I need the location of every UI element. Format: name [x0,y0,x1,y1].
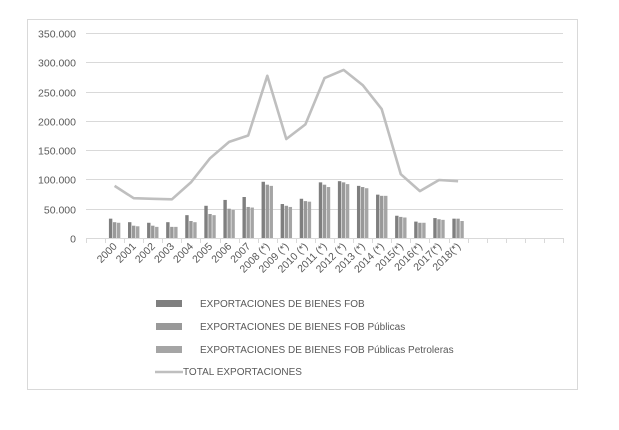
bar [231,209,235,238]
bar [280,204,285,238]
bar [337,181,342,238]
bar [437,219,441,238]
bar [128,222,132,238]
bar [288,206,293,238]
bar [384,195,388,238]
legend-label: EXPORTACIONES DE BIENES FOB Públicas [200,322,405,333]
legend-label: TOTAL EXPORTACIONES [183,367,302,378]
bar [246,206,250,238]
y-tick-label: 200.000 [38,117,76,129]
bar [155,226,159,238]
legend-label: EXPORTACIONES DE BIENES FOB [200,299,365,310]
y-tick-label: 250.000 [38,88,76,100]
gridlines [86,33,563,210]
y-tick-label: 50.000 [44,205,76,217]
bar [322,184,327,238]
bar [303,201,308,238]
bar [441,219,445,238]
bar [193,222,197,238]
bar [299,198,304,238]
bar [265,184,269,238]
bar [112,222,117,238]
bar [433,218,437,238]
bar [108,218,113,238]
bar [307,201,312,238]
bar [284,205,289,238]
bar [223,199,227,238]
bar [360,187,365,238]
bar [460,221,464,238]
bar [132,225,136,238]
bar [242,197,246,238]
bar [395,215,399,238]
bar [269,185,273,238]
legend-swatch-bar [156,346,182,353]
bar-series [108,181,464,238]
y-tick-label: 150.000 [38,146,76,158]
bar [136,226,140,238]
bar [456,218,460,238]
y-tick-label: 100.000 [38,175,76,187]
bar [418,222,422,238]
bar [147,222,151,238]
line-series-total [113,68,459,201]
bar [356,185,361,238]
y-tick-label: 300.000 [38,58,76,70]
bar [250,207,254,238]
bar [166,222,170,238]
bar [170,226,174,238]
bar [227,208,231,238]
legend-swatch-bar [156,300,182,307]
legend: EXPORTACIONES DE BIENES FOB EXPORTACIONES… [155,299,454,378]
bar [174,226,178,238]
bar [318,182,323,238]
bar [204,205,208,238]
legend-label: EXPORTACIONES DE BIENES FOB Públicas Pet… [200,345,454,356]
bar [189,221,193,238]
bar [212,215,216,238]
legend-swatch-bar [156,323,182,330]
bar [185,215,189,238]
y-axis: 0 50.000 100.000 150.000 200.000 250.000 300.0… [38,29,76,246]
bar [116,222,121,238]
y-tick-label: 0 [70,234,76,246]
bar [380,195,384,238]
total-exportaciones-line [113,68,459,201]
bar [422,222,426,238]
bar [399,216,403,238]
bar [326,187,331,238]
y-tick-label: 350.000 [38,29,76,41]
bar [345,184,350,238]
bar [376,194,380,238]
bar [208,213,212,238]
bar [261,181,265,238]
bar [341,182,346,238]
bar [151,225,155,238]
bar [364,188,369,238]
bar [403,217,407,238]
bar [452,218,456,238]
bar [414,221,418,238]
